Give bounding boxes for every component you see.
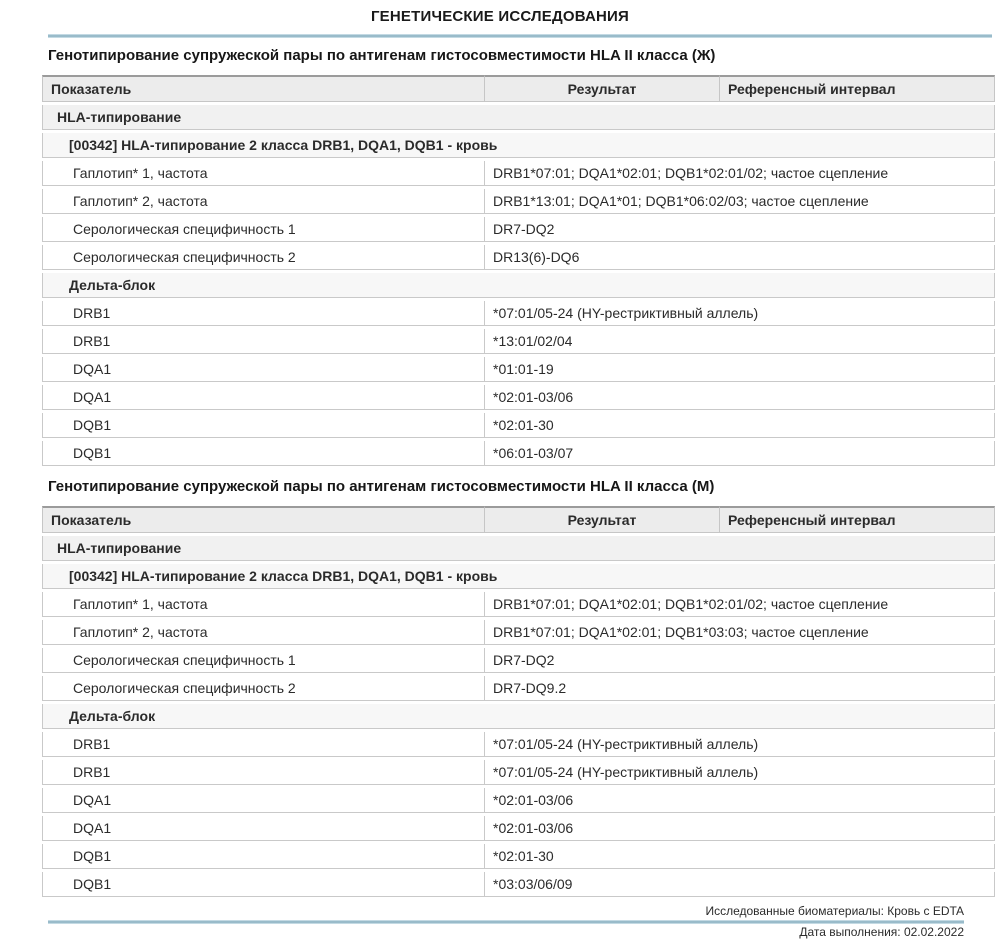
indicator-cell: DQA1 — [42, 788, 485, 813]
subgroup-header-cell: [00342] HLA-типирование 2 класса DRB1, D… — [42, 133, 995, 158]
result-cell: *02:01-03/06 — [485, 816, 995, 841]
indicator-cell: Гаплотип* 2, частота — [42, 620, 485, 645]
result-cell: DR7-DQ2 — [485, 217, 995, 242]
column-header-result: Результат — [485, 75, 720, 102]
column-header-reference: Референсный интервал — [720, 75, 995, 102]
data-row: DQA1 *02:01-03/06 — [42, 385, 995, 410]
indicator-cell: Серологическая специфичность 1 — [42, 648, 485, 673]
indicator-cell: Гаплотип* 1, частота — [42, 161, 485, 186]
result-cell: *07:01/05-24 (HY-рестриктивный аллель) — [485, 760, 995, 785]
result-cell: *06:01-03/07 — [485, 441, 995, 466]
data-row: Гаплотип* 1, частота DRB1*07:01; DQA1*02:… — [42, 161, 995, 186]
table-header-row: Показатель Результат Референсный интерва… — [42, 75, 995, 102]
result-cell: DR7-DQ2 — [485, 648, 995, 673]
data-row: Серологическая специфичность 1 DR7-DQ2 — [42, 217, 995, 242]
page-title: ГЕНЕТИЧЕСКИЕ ИССЛЕДОВАНИЯ — [370, 8, 630, 25]
data-row: Гаплотип* 2, частота DRB1*13:01; DQA1*01;… — [42, 189, 995, 214]
data-row: DRB1 *13:01/02/04 — [42, 329, 995, 354]
execution-date: Дата выполнения: 02.02.2022 — [799, 925, 964, 939]
data-row: Серологическая специфичность 2 DR7-DQ9.2 — [42, 676, 995, 701]
subgroup-header-cell: Дельта-блок — [42, 704, 995, 729]
result-cell: *03:03/06/09 — [485, 872, 995, 897]
biomaterials-note: Исследованные биоматериалы: Кровь с EDTA — [705, 904, 964, 918]
result-cell: DR13(6)-DQ6 — [485, 245, 995, 270]
section-heading: Генотипирование супружеской пары по анти… — [48, 478, 715, 495]
result-cell: *02:01-30 — [485, 413, 995, 438]
results-table: Показатель Результат Референсный интерва… — [42, 72, 995, 469]
subgroup-row: [00342] HLA-типирование 2 класса DRB1, D… — [42, 133, 995, 158]
indicator-cell: DRB1 — [42, 760, 485, 785]
result-cell: *07:01/05-24 (HY-рестриктивный аллель) — [485, 732, 995, 757]
results-table: Показатель Результат Референсный интерва… — [42, 503, 995, 900]
data-row: DQA1 *02:01-03/06 — [42, 816, 995, 841]
data-row: DRB1 *07:01/05-24 (HY-рестриктивный аллел… — [42, 732, 995, 757]
sections-container: Генотипирование супружеской пары по анти… — [42, 47, 995, 900]
subgroup-header-cell: Дельта-блок — [42, 273, 995, 298]
indicator-cell: DQA1 — [42, 816, 485, 841]
indicator-cell: Серологическая специфичность 2 — [42, 245, 485, 270]
indicator-cell: DRB1 — [42, 301, 485, 326]
result-cell: DRB1*07:01; DQA1*02:01; DQB1*02:01/02; ч… — [485, 161, 995, 186]
report-footer: Исследованные биоматериалы: Кровь с EDTA… — [48, 903, 964, 941]
data-row: Гаплотип* 2, частота DRB1*07:01; DQA1*02:… — [42, 620, 995, 645]
indicator-cell: DRB1 — [42, 329, 485, 354]
data-row: DQB1 *02:01-30 — [42, 413, 995, 438]
data-row: Серологическая специфичность 2 DR13(6)-DQ… — [42, 245, 995, 270]
indicator-cell: DRB1 — [42, 732, 485, 757]
data-row: DQA1 *01:01-19 — [42, 357, 995, 382]
indicator-cell: Гаплотип* 1, частота — [42, 592, 485, 617]
data-row: DRB1 *07:01/05-24 (HY-рестриктивный аллел… — [42, 760, 995, 785]
indicator-cell: DQB1 — [42, 441, 485, 466]
result-cell: *02:01-30 — [485, 844, 995, 869]
result-cell: DR7-DQ9.2 — [485, 676, 995, 701]
result-cell: *07:01/05-24 (HY-рестриктивный аллель) — [485, 301, 995, 326]
indicator-cell: Серологическая специфичность 1 — [42, 217, 485, 242]
group-header-cell: HLA-типирование — [42, 105, 995, 130]
column-header-indicator: Показатель — [42, 75, 485, 102]
footer-divider-line — [48, 920, 964, 924]
group-row: HLA-типирование — [42, 105, 995, 130]
subgroup-row: Дельта-блок — [42, 273, 995, 298]
data-row: DQA1 *02:01-03/06 — [42, 788, 995, 813]
data-row: DQB1 *03:03/06/09 — [42, 872, 995, 897]
column-header-result: Результат — [485, 506, 720, 533]
data-row: Серологическая специфичность 1 DR7-DQ2 — [42, 648, 995, 673]
data-row: DRB1 *07:01/05-24 (HY-рестриктивный аллел… — [42, 301, 995, 326]
result-cell: DRB1*13:01; DQA1*01; DQB1*06:02/03; част… — [485, 189, 995, 214]
indicator-cell: DQA1 — [42, 385, 485, 410]
column-header-indicator: Показатель — [42, 506, 485, 533]
result-cell: DRB1*07:01; DQA1*02:01; DQB1*03:03; част… — [485, 620, 995, 645]
indicator-cell: DQB1 — [42, 413, 485, 438]
title-divider-line — [48, 34, 992, 38]
data-row: DQB1 *02:01-30 — [42, 844, 995, 869]
indicator-cell: DQB1 — [42, 872, 485, 897]
data-row: Гаплотип* 1, частота DRB1*07:01; DQA1*02:… — [42, 592, 995, 617]
result-cell: DRB1*07:01; DQA1*02:01; DQB1*02:01/02; ч… — [485, 592, 995, 617]
result-cell: *02:01-03/06 — [485, 788, 995, 813]
genetic-section: Генотипирование супружеской пары по анти… — [42, 47, 995, 469]
indicator-cell: DQA1 — [42, 357, 485, 382]
subgroup-row: [00342] HLA-типирование 2 класса DRB1, D… — [42, 564, 995, 589]
subgroup-row: Дельта-блок — [42, 704, 995, 729]
indicator-cell: Гаплотип* 2, частота — [42, 189, 485, 214]
result-cell: *02:01-03/06 — [485, 385, 995, 410]
section-heading: Генотипирование супружеской пары по анти… — [48, 47, 716, 64]
result-cell: *13:01/02/04 — [485, 329, 995, 354]
subgroup-header-cell: [00342] HLA-типирование 2 класса DRB1, D… — [42, 564, 995, 589]
indicator-cell: DQB1 — [42, 844, 485, 869]
group-row: HLA-типирование — [42, 536, 995, 561]
group-header-cell: HLA-типирование — [42, 536, 995, 561]
data-row: DQB1 *06:01-03/07 — [42, 441, 995, 466]
table-header-row: Показатель Результат Референсный интерва… — [42, 506, 995, 533]
genetic-section: Генотипирование супружеской пары по анти… — [42, 478, 995, 900]
indicator-cell: Серологическая специфичность 2 — [42, 676, 485, 701]
column-header-reference: Референсный интервал — [720, 506, 995, 533]
result-cell: *01:01-19 — [485, 357, 995, 382]
